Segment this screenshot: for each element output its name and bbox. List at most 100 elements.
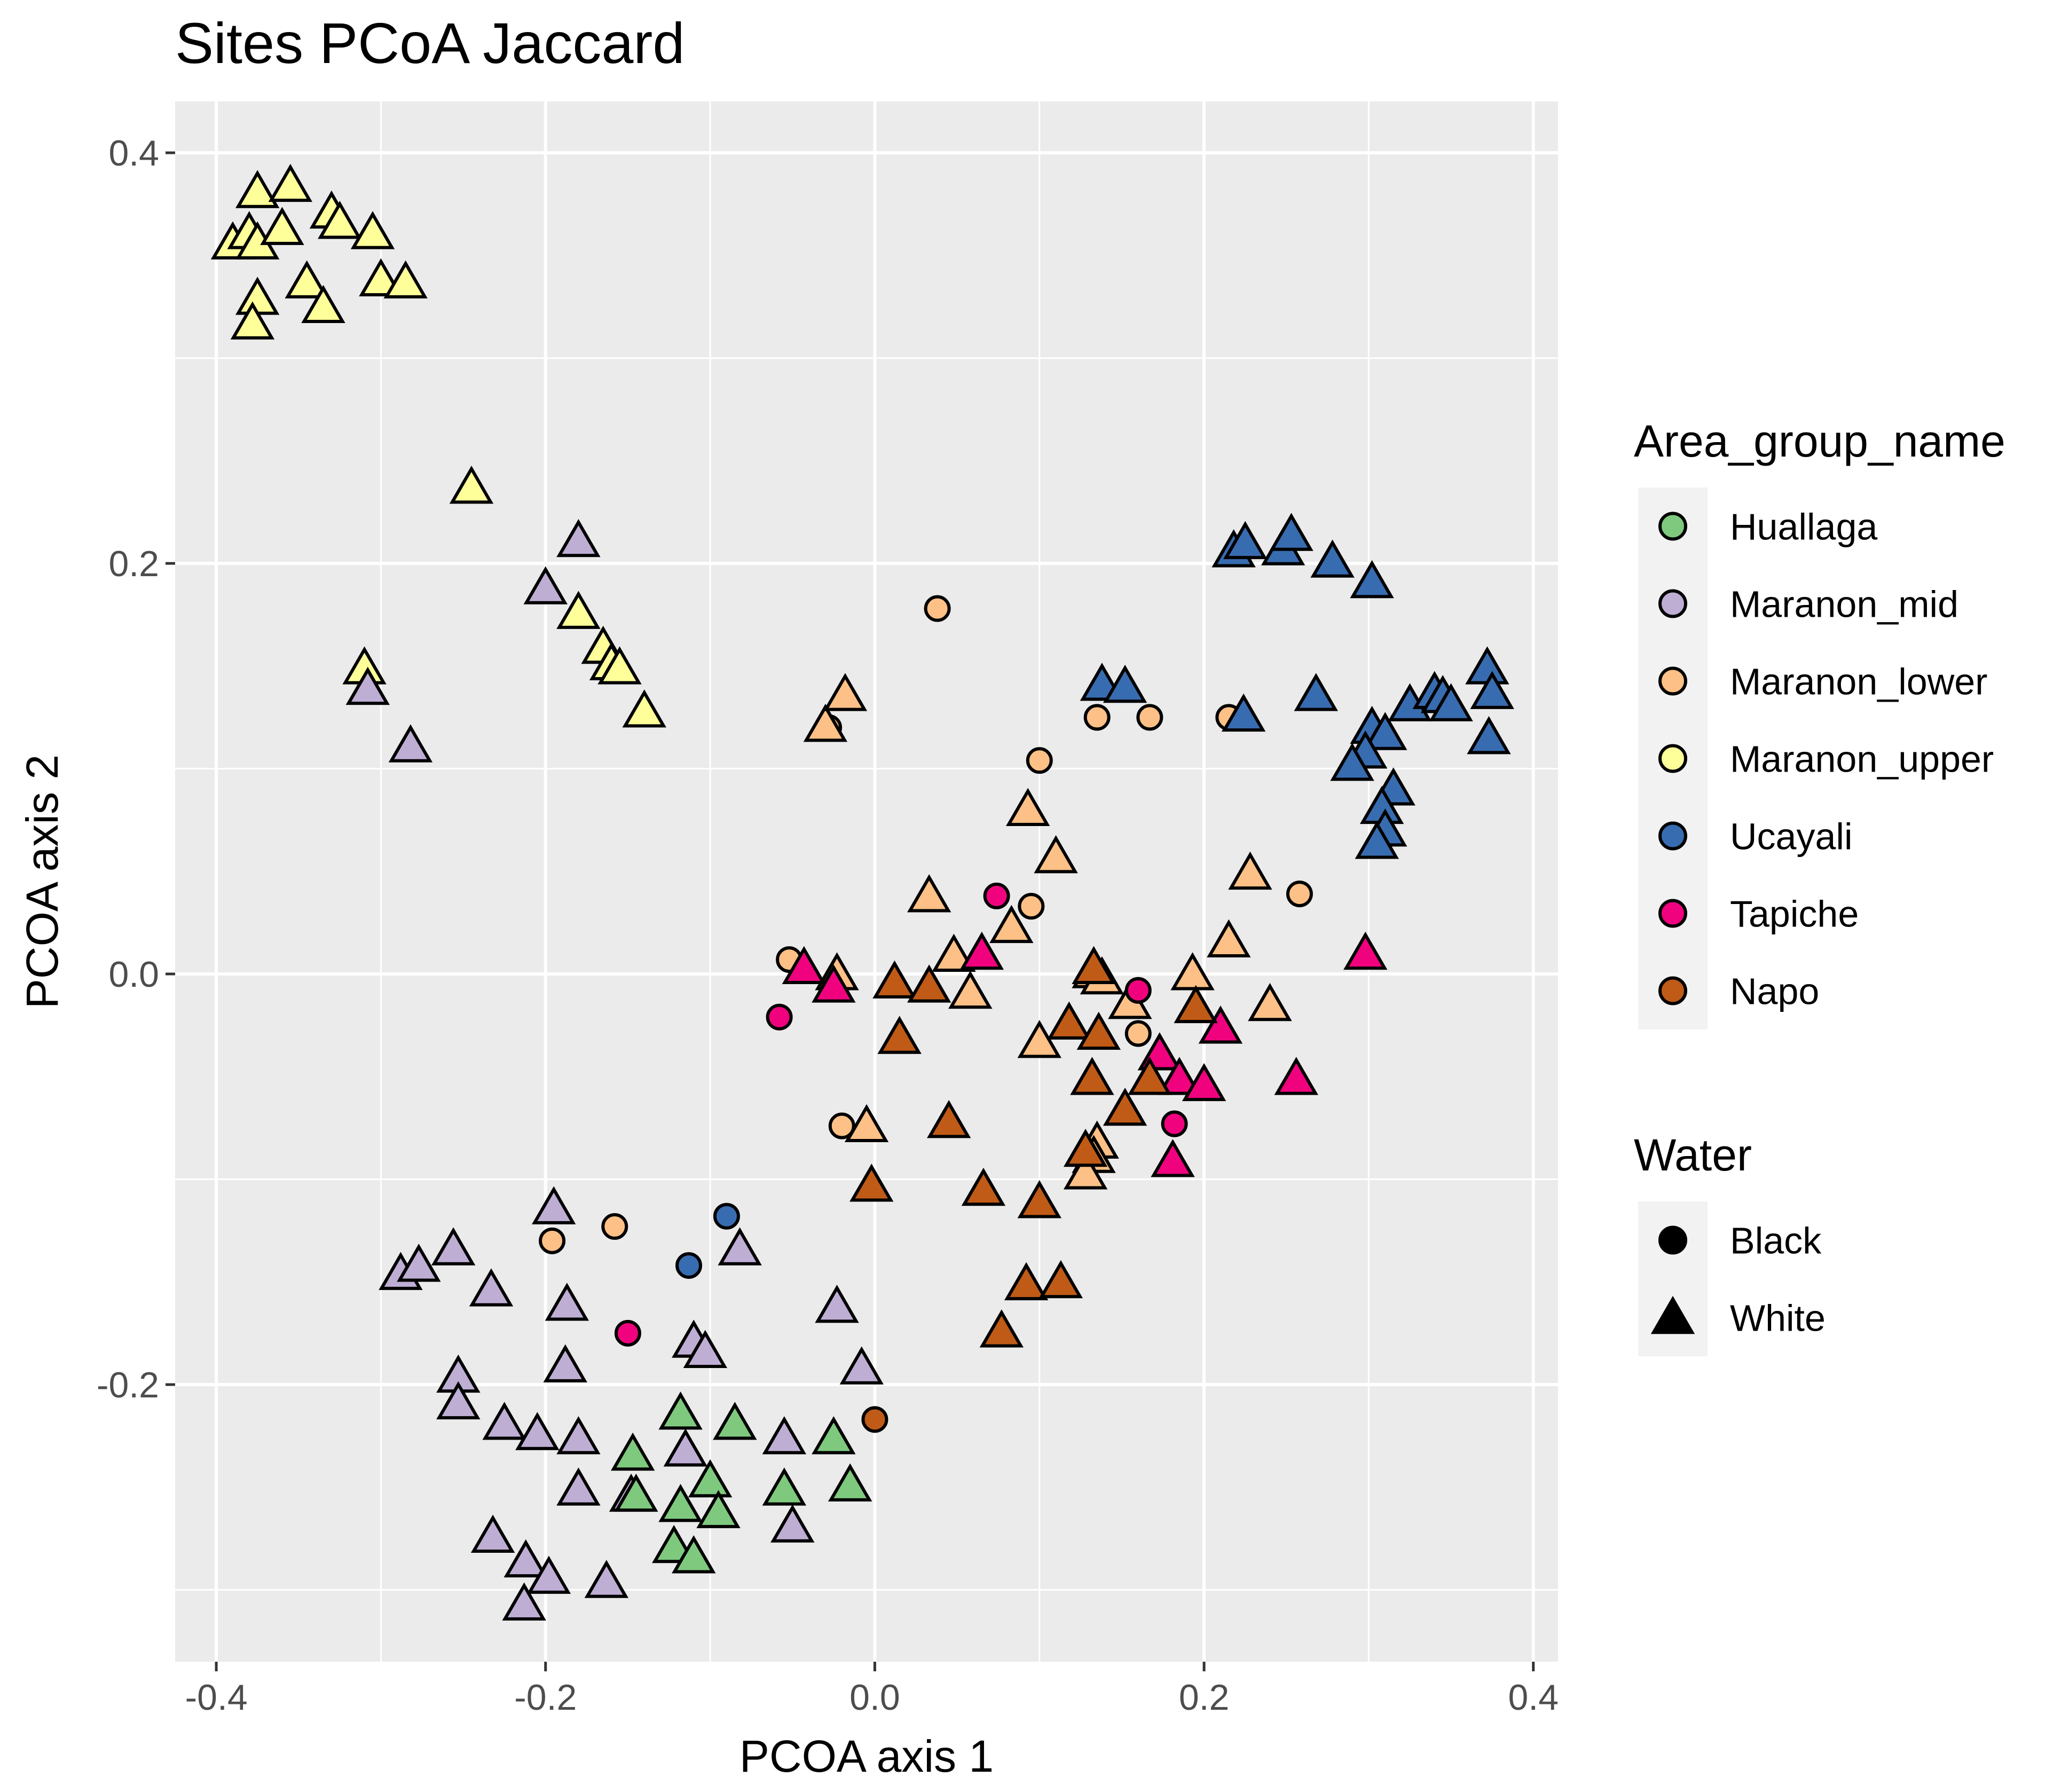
x-tick-label: 0.0 (849, 1677, 900, 1718)
point-maranon-upper-triangle (230, 301, 275, 340)
point-ucayali-triangle (1470, 671, 1514, 709)
point-tapiche-triangle (1343, 931, 1388, 970)
point-ucayali-triangle (1269, 513, 1313, 551)
point-maranon-mid-triangle (482, 1402, 526, 1440)
point-tapiche-circle (614, 1319, 641, 1347)
point-maranon-lower-circle (1286, 881, 1313, 908)
point-maranon-mid-triangle (543, 1344, 587, 1382)
point-ucayali-triangle (1103, 664, 1147, 703)
point-maranon-mid-triangle (770, 1504, 815, 1543)
point-huallaga-triangle (658, 1483, 703, 1522)
point-tapiche-circle (766, 1003, 793, 1031)
point-maranon-lower-triangle (1248, 983, 1292, 1021)
point-tapiche-circle (1161, 1110, 1188, 1137)
point-napo-triangle (1004, 1262, 1049, 1301)
point-maranon-mid-triangle (556, 518, 601, 557)
point-maranon-mid-triangle (431, 1227, 476, 1266)
point-napo-triangle (979, 1309, 1024, 1348)
point-napo-triangle (1128, 1057, 1172, 1095)
point-ucayali-triangle (1467, 716, 1511, 754)
legend-title-water: Water (1634, 1130, 1752, 1180)
point-napo-triangle (1047, 1001, 1091, 1040)
legend-swatch-huallaga (1658, 512, 1687, 541)
point-napo-triangle (1174, 985, 1218, 1024)
point-maranon-upper-triangle (449, 465, 494, 504)
point-napo-triangle (849, 1164, 894, 1202)
point-maranon-lower-circle (1136, 704, 1163, 731)
legend-swatch-ucayali (1658, 821, 1687, 851)
point-maranon-mid-triangle (523, 566, 568, 604)
point-huallaga-triangle (688, 1459, 733, 1498)
point-maranon-lower-triangle (932, 933, 976, 972)
legend-label-black: Black (1730, 1220, 1822, 1262)
point-maranon-upper-triangle (285, 260, 329, 298)
legend-label-maranon-mid: Maranon_mid (1730, 584, 1958, 625)
legend-label-tapiche: Tapiche (1730, 893, 1859, 935)
legend-swatch-napo (1658, 976, 1687, 1005)
minor-gridlines (175, 101, 1558, 1662)
point-ucayali-circle (675, 1252, 702, 1279)
point-maranon-mid-triangle (504, 1539, 548, 1578)
chart-title: Sites PCoA Jaccard (175, 11, 685, 75)
point-maranon-mid-triangle (470, 1514, 515, 1553)
point-napo-triangle (1072, 946, 1116, 985)
point-napo-triangle (1103, 1087, 1147, 1126)
plot-panel (175, 101, 1558, 1662)
point-maranon-lower-triangle (1063, 1151, 1108, 1190)
x-tick-label: 0.2 (1179, 1677, 1230, 1718)
point-maranon-upper-triangle (235, 170, 280, 208)
point-maranon-mid-triangle (663, 1428, 708, 1467)
legend-label-napo: Napo (1730, 971, 1819, 1012)
point-maranon-lower-triangle (823, 673, 868, 711)
point-ucayali-triangle (1310, 539, 1355, 578)
point-maranon-mid-triangle (545, 1283, 589, 1321)
point-maranon-mid-triangle (526, 1555, 571, 1594)
legend-swatch-white (1650, 1295, 1695, 1334)
point-maranon-lower-triangle (844, 1104, 889, 1143)
legend-swatch-maranon-lower (1658, 666, 1687, 696)
point-ucayali-triangle (1330, 743, 1374, 781)
point-huallaga-triangle (762, 1467, 807, 1506)
point-napo-triangle (926, 1100, 971, 1138)
point-tapiche-circle (983, 882, 1010, 909)
point-napo-triangle (907, 964, 951, 1003)
point-napo-triangle (961, 1167, 1006, 1206)
point-maranon-mid-triangle (584, 1560, 629, 1598)
point-maranon-lower-circle (539, 1227, 566, 1254)
point-maranon-mid-triangle (436, 1381, 481, 1420)
point-ucayali-triangle (1350, 560, 1394, 599)
point-maranon-mid-triangle (531, 1186, 576, 1224)
y-axis-title: PCOA axis 2 (17, 754, 67, 1009)
legend-swatch-maranon-mid (1658, 589, 1687, 618)
point-maranon-lower-triangle (1228, 851, 1272, 890)
point-napo-triangle (1076, 1011, 1121, 1050)
point-tapiche-triangle (1182, 1063, 1226, 1102)
point-tapiche-circle (1124, 977, 1152, 1004)
point-maranon-upper-triangle (359, 258, 403, 297)
point-maranon-lower-triangle (1170, 952, 1215, 991)
point-maranon-lower-triangle (948, 970, 993, 1009)
point-maranon-mid-triangle (469, 1268, 514, 1307)
legend-swatch-maranon-upper (1658, 744, 1687, 773)
point-maranon-lower-triangle (989, 905, 1034, 944)
point-maranon-mid-triangle (397, 1244, 441, 1282)
point-maranon-upper-triangle (556, 591, 601, 629)
point-tapiche-triangle (812, 964, 856, 1003)
legend-label-ucayali: Ucayali (1730, 816, 1853, 858)
major-gridlines (175, 101, 1558, 1662)
point-maranon-lower-circle (1018, 893, 1045, 920)
legend: Area_group_name Huallaga Maranon_mid Marano… (1634, 416, 2005, 1356)
point-maranon-mid-triangle (388, 724, 433, 763)
point-maranon-mid-triangle (556, 1467, 601, 1506)
point-maranon-upper-triangle (597, 646, 642, 685)
point-napo-triangle (1063, 1128, 1108, 1167)
point-huallaga-triangle (672, 1535, 716, 1574)
legend-label-white: White (1730, 1298, 1826, 1339)
legend-swatch-tapiche (1658, 899, 1687, 928)
point-napo-triangle (1070, 1057, 1114, 1095)
legend-title-area: Area_group_name (1634, 416, 2005, 466)
point-maranon-mid-triangle (762, 1416, 807, 1455)
point-napo-triangle (877, 1016, 922, 1054)
point-maranon-lower-triangle (1034, 835, 1078, 874)
y-tick-label: 0.2 (108, 544, 159, 584)
